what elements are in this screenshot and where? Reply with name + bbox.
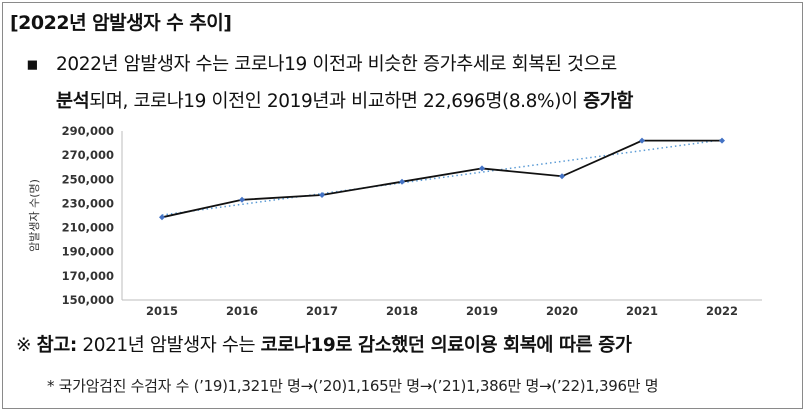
summary-line-2: 분석되며, 코로나19 이전인 2019년과 비교하면 22,696명(8.8%… xyxy=(56,87,633,113)
data-point-2021 xyxy=(639,137,645,144)
x-tick-label: 2021 xyxy=(626,304,658,318)
summary-part-2: 이 xyxy=(561,91,584,112)
reference-text: 2021년 암발생자 수는 xyxy=(76,335,261,356)
reference-mark-icon: ※ xyxy=(16,335,32,356)
summary-highlight: 22,696명(8.8%) xyxy=(423,91,562,112)
y-axis-label: 암발생자 수(명) xyxy=(28,179,41,252)
data-point-2022 xyxy=(719,137,725,144)
reference-label: 참고: xyxy=(36,335,78,356)
x-tick-label: 2018 xyxy=(386,304,418,318)
summary-bold-start: 분석 xyxy=(56,91,90,112)
y-tick-label: 270,000 xyxy=(62,148,114,162)
x-tick-label: 2016 xyxy=(226,304,258,318)
cancer-incidence-chart: 150,000 170,000 190,000 210,000 230,000 250,0… xyxy=(28,124,762,318)
y-tick-label: 290,000 xyxy=(62,124,114,138)
y-tick-label: 170,000 xyxy=(62,269,114,283)
bullet-icon: ▪ xyxy=(26,54,39,75)
trendline xyxy=(161,139,723,216)
summary-line-1-text: 2022년 암발생자 수는 코로나19 이전과 비슷한 증가추세로 회복된 것으… xyxy=(56,54,617,75)
data-point-2017 xyxy=(319,191,325,198)
reference-note: ※ 참고: 2021년 암발생자 수는 코로나19로 감소했던 의료이용 회복에… xyxy=(16,331,632,357)
data-point-2019 xyxy=(479,165,485,172)
reference-bold-text: 코로나19로 감소했던 의료이용 회복에 따른 증가 xyxy=(260,335,632,356)
series-line xyxy=(161,139,722,219)
data-point-2015 xyxy=(159,214,165,221)
x-tick-label: 2015 xyxy=(146,304,178,318)
data-point-2018 xyxy=(399,178,405,185)
y-tick-label: 230,000 xyxy=(62,196,114,210)
x-tick-label: 2020 xyxy=(546,304,578,318)
y-tick-label: 250,000 xyxy=(62,172,114,186)
x-tick-label: 2019 xyxy=(466,304,498,318)
summary-bold-end: 증가함 xyxy=(583,91,634,112)
page-title: [2022년 암발생자 수 추이] xyxy=(10,12,232,34)
footnote: * 국가암검진 수검자 수 (’19)1,321만 명→(’20)1,165만 … xyxy=(47,377,659,395)
summary-line-1: ▪ 2022년 암발생자 수는 코로나19 이전과 비슷한 증가추세로 회복된 것… xyxy=(26,50,617,76)
y-tick-label: 210,000 xyxy=(62,221,114,235)
content-frame xyxy=(2,2,803,409)
data-point-2020 xyxy=(559,173,565,180)
y-tick-label: 190,000 xyxy=(62,245,114,259)
data-point-2016 xyxy=(239,196,245,203)
summary-part-1: 되며, 코로나19 이전인 2019년과 비교하면 xyxy=(89,91,424,112)
y-tick-label: 150,000 xyxy=(62,293,114,307)
x-tick-label: 2017 xyxy=(306,304,338,318)
x-tick-label: 2022 xyxy=(706,304,738,318)
